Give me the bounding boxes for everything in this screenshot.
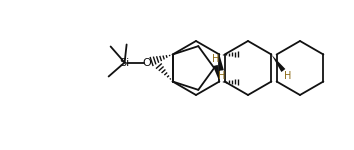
Text: H: H bbox=[284, 72, 291, 81]
Text: H: H bbox=[218, 72, 225, 81]
Polygon shape bbox=[272, 54, 285, 72]
Text: O: O bbox=[142, 57, 151, 68]
Polygon shape bbox=[219, 54, 224, 71]
Polygon shape bbox=[213, 65, 219, 81]
Text: Si: Si bbox=[120, 57, 130, 68]
Text: H: H bbox=[212, 54, 219, 64]
